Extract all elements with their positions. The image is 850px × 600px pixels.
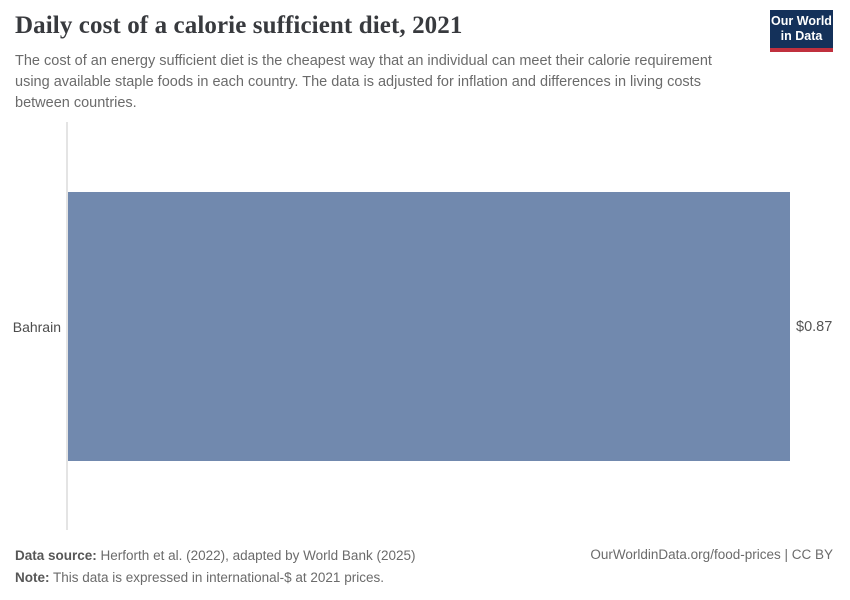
note-text: This data is expressed in international-… — [53, 570, 384, 585]
footer-link[interactable]: OurWorldinData.org/food-prices | CC BY — [590, 547, 833, 562]
owid-logo-line2: in Data — [780, 29, 823, 43]
note-label: Note: — [15, 570, 50, 585]
data-source-text: Herforth et al. (2022), adapted by World… — [100, 548, 416, 563]
data-source-line: Data source: Herforth et al. (2022), ada… — [15, 545, 415, 567]
chart-title: Daily cost of a calorie sufficient diet,… — [15, 12, 463, 39]
note-line: Note: This data is expressed in internat… — [15, 567, 415, 589]
owid-logo[interactable]: Our World in Data — [770, 10, 833, 52]
bar-track — [68, 192, 790, 461]
bar-bahrain[interactable] — [68, 192, 790, 461]
y-axis-line — [66, 122, 68, 530]
bar-category-label: Bahrain — [12, 318, 61, 335]
footer-notes: Data source: Herforth et al. (2022), ada… — [15, 545, 415, 589]
owid-logo-line1: Our World — [771, 14, 832, 28]
bar-chart: Bahrain $0.87 — [0, 122, 850, 530]
data-source-label: Data source: — [15, 548, 97, 563]
chart-subtitle: The cost of an energy sufficient diet is… — [15, 53, 712, 111]
bar-value-label: $0.87 — [796, 318, 833, 335]
